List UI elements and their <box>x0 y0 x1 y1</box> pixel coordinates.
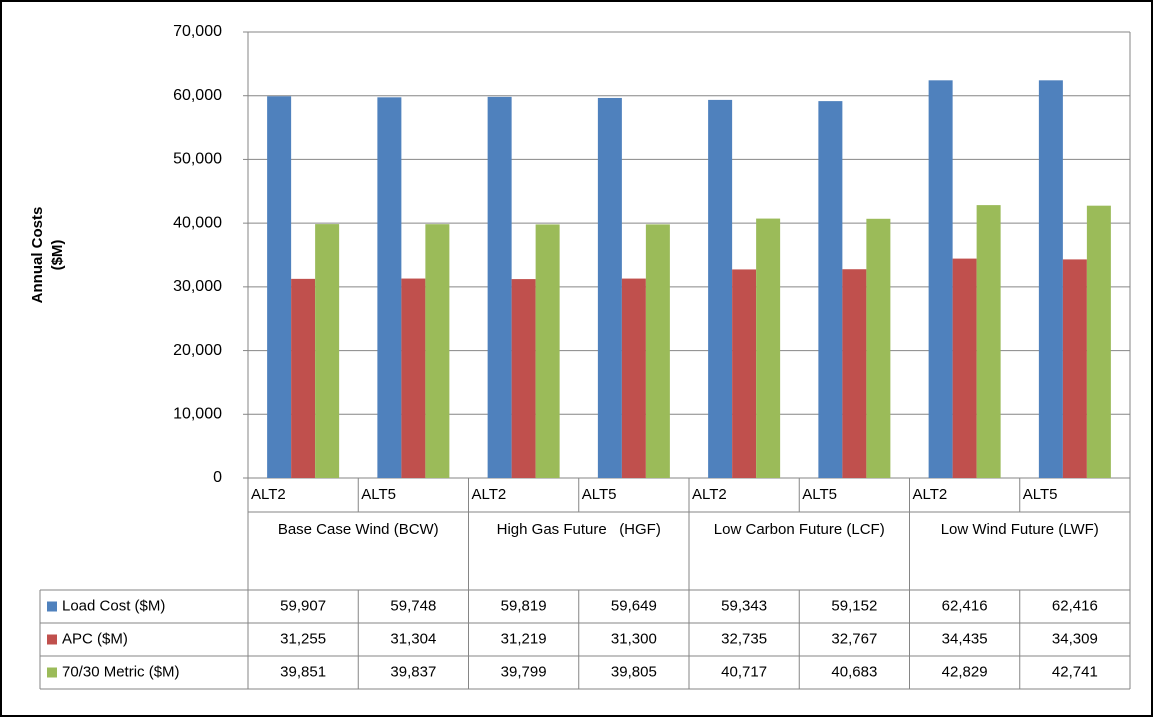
legend-label: 70/30 Metric ($M) <box>62 663 180 680</box>
bar <box>976 205 1001 478</box>
table-value: 59,649 <box>611 597 657 614</box>
bar <box>621 278 646 478</box>
bar <box>487 96 512 478</box>
legend-label: APC ($M) <box>62 630 128 647</box>
table-value: 31,300 <box>611 630 657 647</box>
bar <box>842 269 867 478</box>
table-value: 62,416 <box>1052 597 1098 614</box>
table-value: 34,309 <box>1052 630 1098 647</box>
bar <box>535 224 560 478</box>
table-value: 31,219 <box>501 630 547 647</box>
table-value: 42,829 <box>942 663 988 680</box>
legend-label: Load Cost ($M) <box>62 597 165 614</box>
y-tick-label: 30,000 <box>173 278 222 295</box>
table-value: 59,907 <box>280 597 326 614</box>
table-value: 31,255 <box>280 630 326 647</box>
x-tick-label: ALT2 <box>472 486 507 503</box>
bar <box>267 96 292 479</box>
bar <box>866 218 891 478</box>
bar <box>401 278 426 478</box>
table-value: 59,819 <box>501 597 547 614</box>
table-value: 31,304 <box>390 630 436 647</box>
y-tick-label: 20,000 <box>173 342 222 359</box>
table-value: 40,717 <box>721 663 767 680</box>
table-value: 40,683 <box>831 663 877 680</box>
bar <box>952 258 977 478</box>
bar <box>597 97 622 479</box>
bar <box>645 224 670 478</box>
group-label: Base Case Wind (BCW) <box>277 521 439 538</box>
bar <box>1038 80 1063 478</box>
bar <box>756 218 781 479</box>
y-axis-title: Annual Costs <box>29 207 46 304</box>
table-value: 34,435 <box>942 630 988 647</box>
group-label: Low Carbon Future (LCF) <box>713 521 885 538</box>
table-value: 32,735 <box>721 630 767 647</box>
bar <box>511 279 536 478</box>
y-tick-label: 70,000 <box>173 23 222 40</box>
y-tick-label: 50,000 <box>173 151 222 168</box>
table-value: 59,152 <box>831 597 877 614</box>
x-tick-label: ALT2 <box>251 486 286 503</box>
table-value: 62,416 <box>942 597 988 614</box>
bar <box>315 224 340 478</box>
table-value: 42,741 <box>1052 663 1098 680</box>
y-tick-label: 10,000 <box>173 406 222 423</box>
legend-key <box>47 634 57 645</box>
x-tick-label: ALT5 <box>582 486 617 503</box>
group-label: High Gas Future (HGF) <box>496 521 661 538</box>
table-value: 39,851 <box>280 663 326 680</box>
x-tick-label: ALT5 <box>361 486 396 503</box>
x-tick-label: ALT5 <box>1023 486 1058 503</box>
table-value: 59,343 <box>721 597 767 614</box>
bar <box>425 224 450 478</box>
bar <box>928 80 953 478</box>
bar <box>291 278 316 478</box>
x-tick-label: ALT2 <box>692 486 727 503</box>
legend-key <box>47 667 57 678</box>
bar <box>708 99 733 478</box>
y-tick-label: 0 <box>213 469 222 486</box>
x-tick-label: ALT5 <box>802 486 837 503</box>
table-value: 59,748 <box>390 597 436 614</box>
table-value: 39,837 <box>390 663 436 680</box>
table-value: 39,799 <box>501 663 547 680</box>
x-tick-label: ALT2 <box>913 486 948 503</box>
legend-key <box>47 601 57 612</box>
y-axis-title: ($M) <box>49 240 66 271</box>
table-value: 39,805 <box>611 663 657 680</box>
table-value: 32,767 <box>831 630 877 647</box>
bar <box>1062 259 1087 478</box>
bar <box>1086 205 1111 478</box>
bar <box>377 97 402 478</box>
bar <box>818 101 843 479</box>
y-tick-label: 60,000 <box>173 87 222 104</box>
bar <box>732 269 757 478</box>
y-tick-label: 40,000 <box>173 214 222 231</box>
group-label: Low Wind Future (LWF) <box>940 521 1099 538</box>
